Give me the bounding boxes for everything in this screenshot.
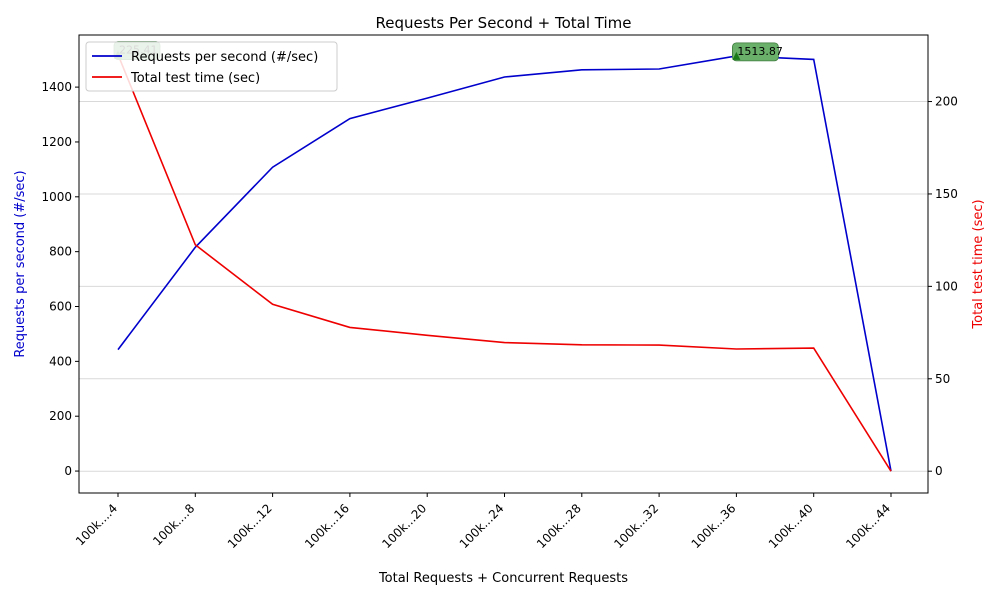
annotation-box (732, 42, 779, 62)
legend-label: Requests per second (#/sec) (131, 50, 318, 65)
left-tick-label: 400 (49, 354, 72, 368)
left-tick-label: 800 (49, 245, 72, 259)
legend-label: Total test time (sec) (130, 71, 260, 86)
left-tick-label: 200 (49, 409, 72, 423)
annotation-label: 1513.87 (737, 45, 783, 58)
legend-box (85, 41, 338, 92)
left-tick-label: 1000 (41, 190, 72, 204)
right-tick-label: 50 (935, 372, 950, 386)
legend: Requests per second (#/sec) Total test ti… (85, 41, 338, 92)
left-tick-label: 1400 (41, 80, 72, 94)
grid-layer (79, 101, 928, 472)
left-tick-label: 600 (49, 300, 72, 314)
right-tick-label: 0 (935, 464, 943, 478)
annotation-marker (732, 51, 741, 60)
right-tick-label: 150 (935, 187, 958, 201)
chart-title: Requests Per Second + Total Time (375, 14, 631, 32)
right-tick-label: 200 (935, 95, 958, 109)
x-axis-label: Total Requests + Concurrent Requests (378, 571, 628, 586)
left-tick-label: 1200 (41, 135, 72, 149)
right-axis-label: Total test time (sec) (971, 199, 986, 329)
right-tick-label: 100 (935, 279, 958, 293)
plot-frame (78, 34, 929, 494)
series-line (117, 54, 892, 472)
left-tick-label: 0 (64, 464, 72, 478)
left-axis-label: Requests per second (#/sec) (13, 170, 28, 357)
